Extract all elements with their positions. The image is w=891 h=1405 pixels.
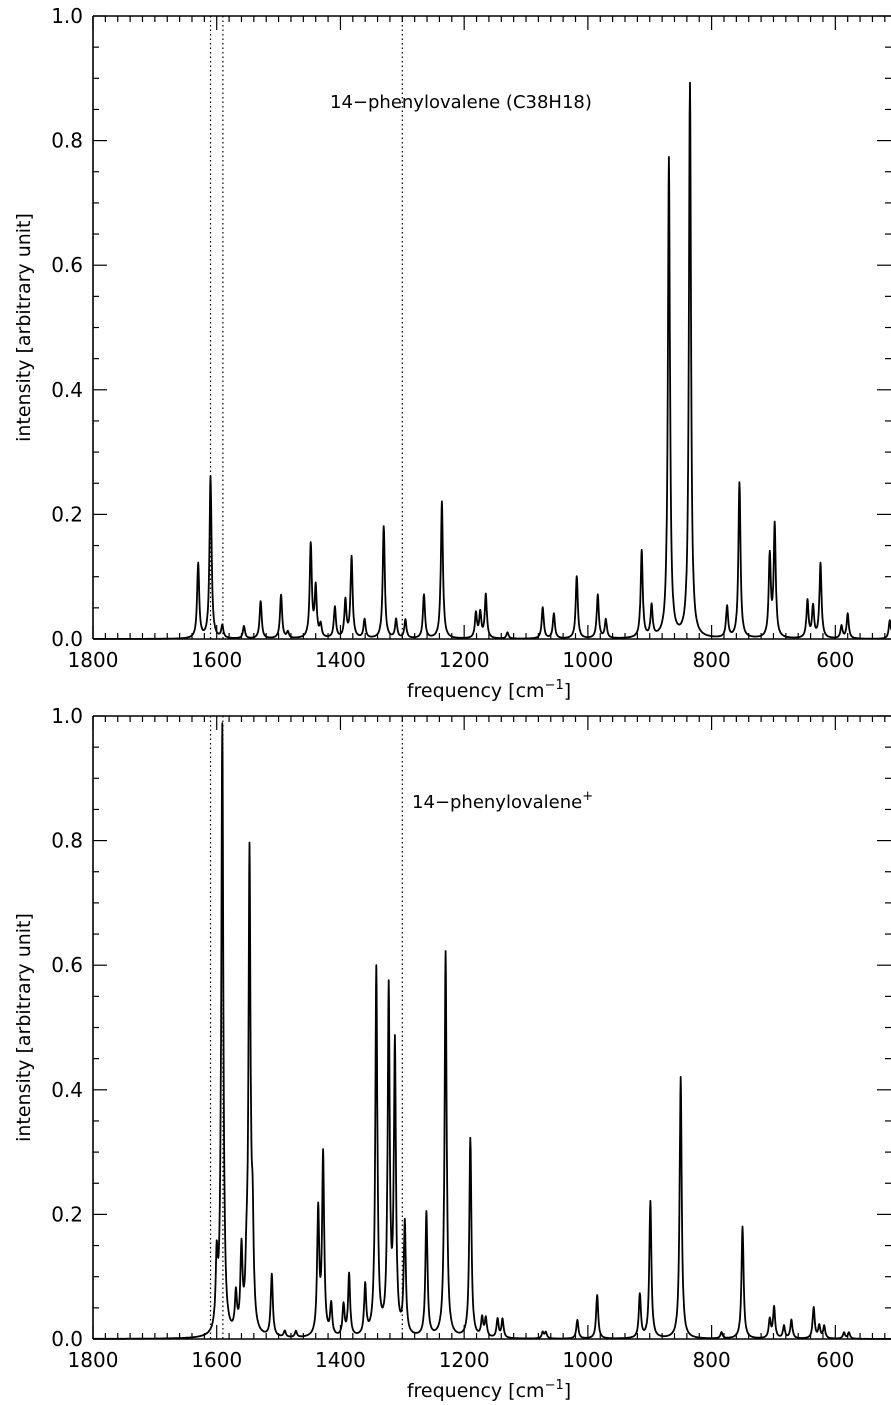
molecule-annotation: 14−phenylovalene+ <box>412 789 593 813</box>
y-tick-label: 0.0 <box>51 1327 83 1351</box>
panel-cation: 1800 1600 1400 1200 1000 800 600 0.0 0.2 0.4 0.6 0.… <box>13 704 891 1402</box>
y-tick-label: 0.4 <box>51 1078 83 1102</box>
x-tick-label: 1800 <box>68 648 119 672</box>
spectrum-line <box>92 81 891 640</box>
y-axis-title: intensity [arbitrary unit] <box>13 213 35 442</box>
y-tick-label: 0.8 <box>51 129 83 153</box>
spectrum-line <box>92 722 891 1340</box>
y-tick-label: 0.6 <box>51 953 83 977</box>
y-tick-label: 0.0 <box>51 627 83 651</box>
y-tick-label: 0.8 <box>51 829 83 853</box>
y-axis-title: intensity [arbitrary unit] <box>13 913 35 1142</box>
x-tick-label: 1400 <box>315 1348 366 1372</box>
molecule-annotation: 14−phenylovalene (C38H18) <box>330 92 592 113</box>
x-tick-label: 1400 <box>315 648 366 672</box>
x-tick-label: 1600 <box>191 648 242 672</box>
x-tick-label: 1800 <box>68 1348 119 1372</box>
x-tick-label: 800 <box>693 1348 731 1372</box>
y-tick-label: 1.0 <box>51 704 83 728</box>
y-tick-label: 0.2 <box>51 502 83 526</box>
y-tick-label: 0.4 <box>51 378 83 402</box>
x-tick-label: 600 <box>816 648 854 672</box>
y-tick-label: 0.6 <box>51 253 83 277</box>
x-tick-label: 1000 <box>562 1348 613 1372</box>
x-tick-label: 800 <box>693 648 731 672</box>
y-tick-label: 0.2 <box>51 1202 83 1226</box>
x-tick-label: 1600 <box>191 1348 242 1372</box>
x-axis-title: frequency [cm−1] <box>407 678 571 702</box>
x-tick-label: 1200 <box>439 1348 490 1372</box>
x-tick-label: 1200 <box>439 648 490 672</box>
x-tick-label: 1000 <box>562 648 613 672</box>
y-tick-label: 1.0 <box>51 4 83 28</box>
panel-neutral: 1800 1600 1400 1200 1000 800 600 0.0 0.2 0.4 0.6 0.… <box>13 4 891 702</box>
x-axis-title: frequency [cm−1] <box>407 1378 571 1402</box>
x-tick-label: 600 <box>816 1348 854 1372</box>
